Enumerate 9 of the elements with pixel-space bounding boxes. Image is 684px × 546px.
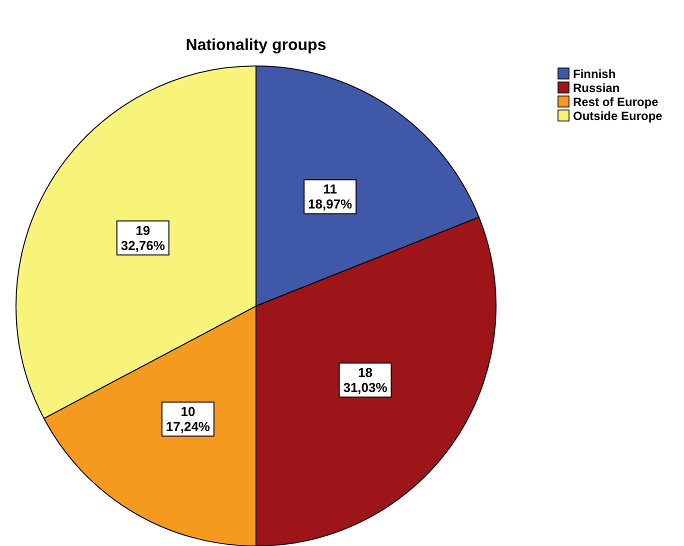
legend-label: Russian [573, 81, 620, 95]
data-label: 19 32,76% [120, 222, 166, 253]
chart-title: Nationality groups [186, 37, 326, 54]
data-label: 18 31,03% [343, 365, 388, 396]
legend-label: Rest of Europe [573, 95, 659, 109]
data-label: 11 18,97% [308, 182, 353, 212]
legend-label: Outside Europe [573, 109, 663, 123]
data-label: 10 17,24% [166, 404, 210, 434]
legend-label: Finnish [573, 67, 616, 81]
